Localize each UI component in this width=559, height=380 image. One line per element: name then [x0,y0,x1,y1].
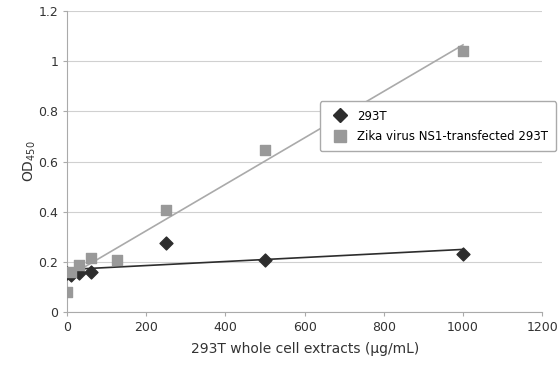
293T [74,270,83,276]
293T [458,251,467,257]
Zika virus NS1-transfected 293T [112,257,121,263]
X-axis label: 293T whole cell extracts (μg/mL): 293T whole cell extracts (μg/mL) [191,342,419,356]
293T [67,272,75,279]
Legend: 293T, Zika virus NS1-transfected 293T: 293T, Zika virus NS1-transfected 293T [320,101,556,151]
Zika virus NS1-transfected 293T [74,262,83,268]
Zika virus NS1-transfected 293T [67,269,75,275]
293T [63,270,72,276]
293T [260,257,269,263]
Zika virus NS1-transfected 293T [86,255,95,261]
Zika virus NS1-transfected 293T [458,48,467,54]
293T [162,240,170,246]
293T [86,269,95,275]
Zika virus NS1-transfected 293T [162,207,170,213]
Y-axis label: OD$_{450}$: OD$_{450}$ [21,141,38,182]
Zika virus NS1-transfected 293T [260,147,269,153]
Zika virus NS1-transfected 293T [63,288,72,294]
